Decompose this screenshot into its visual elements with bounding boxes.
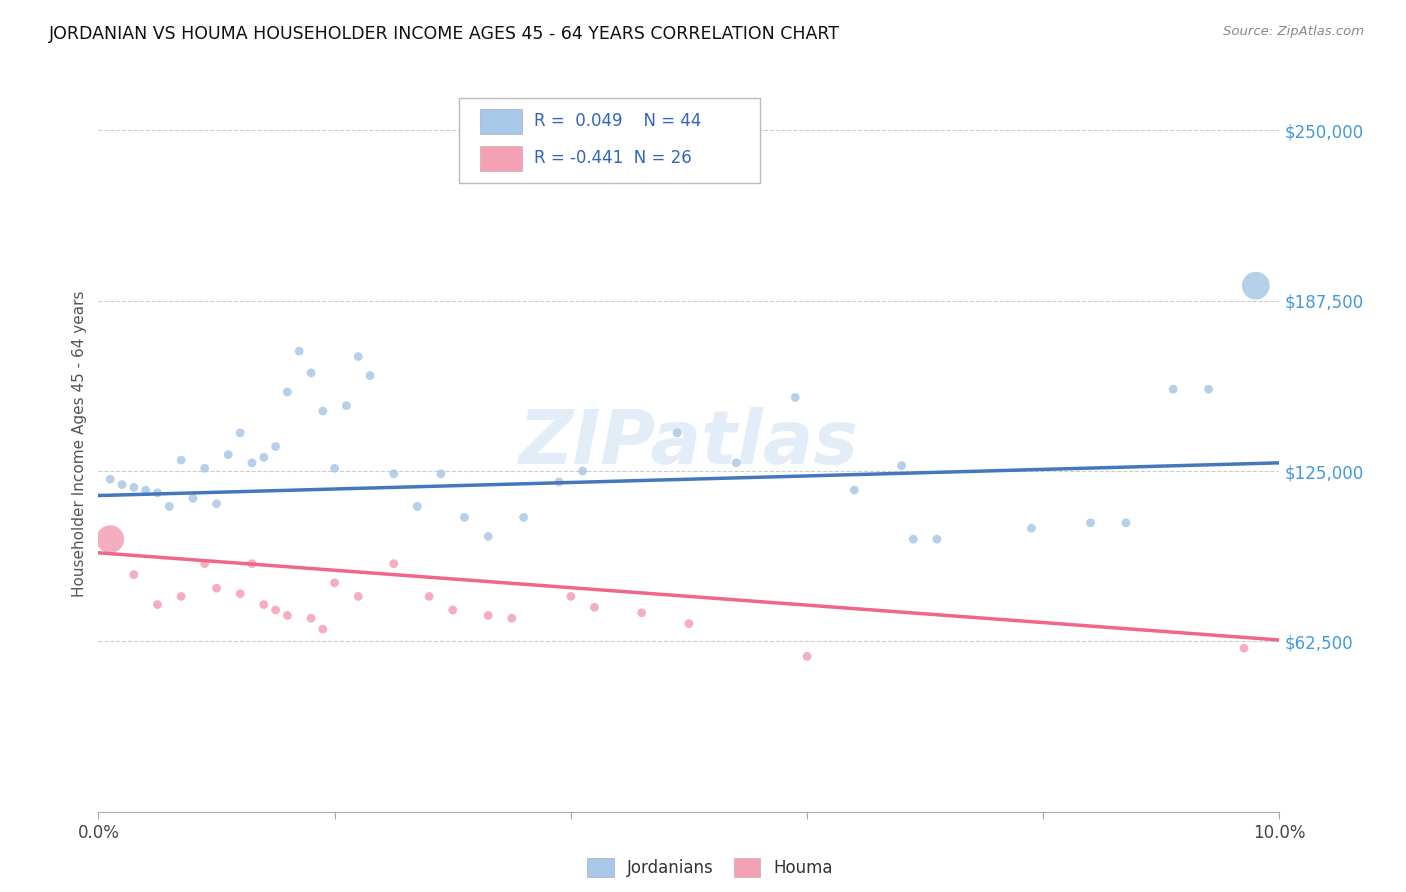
Text: R = -0.441  N = 26: R = -0.441 N = 26 <box>534 149 692 167</box>
Point <box>844 483 866 497</box>
Point <box>122 567 145 582</box>
Point <box>890 458 912 473</box>
Text: Source: ZipAtlas.com: Source: ZipAtlas.com <box>1223 25 1364 38</box>
Point <box>501 611 523 625</box>
Point <box>1198 382 1220 396</box>
Point <box>560 590 582 604</box>
Point <box>229 587 252 601</box>
Point <box>312 404 335 418</box>
FancyBboxPatch shape <box>458 98 759 183</box>
Point <box>323 575 346 590</box>
Point <box>240 456 263 470</box>
Point <box>288 344 311 359</box>
Point <box>418 590 440 604</box>
Point <box>548 475 571 489</box>
Point <box>276 608 298 623</box>
Point <box>264 440 287 454</box>
Point <box>122 480 145 494</box>
Text: R =  0.049    N = 44: R = 0.049 N = 44 <box>534 112 702 130</box>
Text: JORDANIAN VS HOUMA HOUSEHOLDER INCOME AGES 45 - 64 YEARS CORRELATION CHART: JORDANIAN VS HOUMA HOUSEHOLDER INCOME AG… <box>49 25 841 43</box>
Point <box>666 425 689 440</box>
Point <box>299 366 322 380</box>
Point <box>253 450 276 465</box>
Point <box>512 510 534 524</box>
Point <box>253 598 276 612</box>
Point <box>347 590 370 604</box>
Point <box>181 491 204 506</box>
Point <box>98 472 121 486</box>
Legend: Jordanians, Houma: Jordanians, Houma <box>581 851 839 884</box>
Point <box>925 532 948 546</box>
Point <box>1021 521 1043 535</box>
Point <box>583 600 606 615</box>
Point <box>170 590 193 604</box>
Point <box>1233 641 1256 656</box>
Point <box>453 510 475 524</box>
Point <box>1115 516 1137 530</box>
Point <box>205 581 228 595</box>
FancyBboxPatch shape <box>479 145 523 170</box>
Point <box>630 606 652 620</box>
Point <box>217 448 239 462</box>
FancyBboxPatch shape <box>479 109 523 134</box>
Point <box>1080 516 1102 530</box>
Point <box>323 461 346 475</box>
Point <box>229 425 252 440</box>
Point <box>276 384 298 399</box>
Point <box>299 611 322 625</box>
Point <box>157 500 180 514</box>
Point <box>170 453 193 467</box>
Point <box>359 368 381 383</box>
Y-axis label: Householder Income Ages 45 - 64 years: Householder Income Ages 45 - 64 years <box>72 291 87 597</box>
Point <box>194 461 217 475</box>
Point <box>441 603 464 617</box>
Point <box>146 485 169 500</box>
Point <box>194 557 217 571</box>
Point <box>264 603 287 617</box>
Point <box>347 350 370 364</box>
Point <box>678 616 700 631</box>
Point <box>382 557 405 571</box>
Point <box>785 391 807 405</box>
Point <box>796 649 818 664</box>
Point <box>1161 382 1184 396</box>
Point <box>1244 278 1267 293</box>
Point <box>382 467 405 481</box>
Point <box>205 497 228 511</box>
Point <box>98 532 121 546</box>
Point <box>725 456 748 470</box>
Point <box>477 608 499 623</box>
Point <box>135 483 157 497</box>
Point <box>430 467 453 481</box>
Point <box>903 532 925 546</box>
Text: ZIPatlas: ZIPatlas <box>519 408 859 480</box>
Point <box>146 598 169 612</box>
Point <box>477 529 499 543</box>
Point <box>111 477 134 491</box>
Point <box>312 622 335 636</box>
Point <box>240 557 263 571</box>
Point <box>571 464 593 478</box>
Point <box>406 500 429 514</box>
Point <box>335 399 357 413</box>
